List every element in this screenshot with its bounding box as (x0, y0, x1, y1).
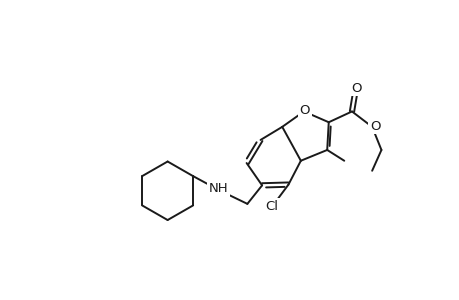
Text: O: O (351, 82, 361, 95)
Text: O: O (299, 104, 309, 117)
Text: Cl: Cl (265, 200, 278, 213)
Text: NH: NH (208, 182, 228, 195)
Text: O: O (369, 120, 380, 133)
